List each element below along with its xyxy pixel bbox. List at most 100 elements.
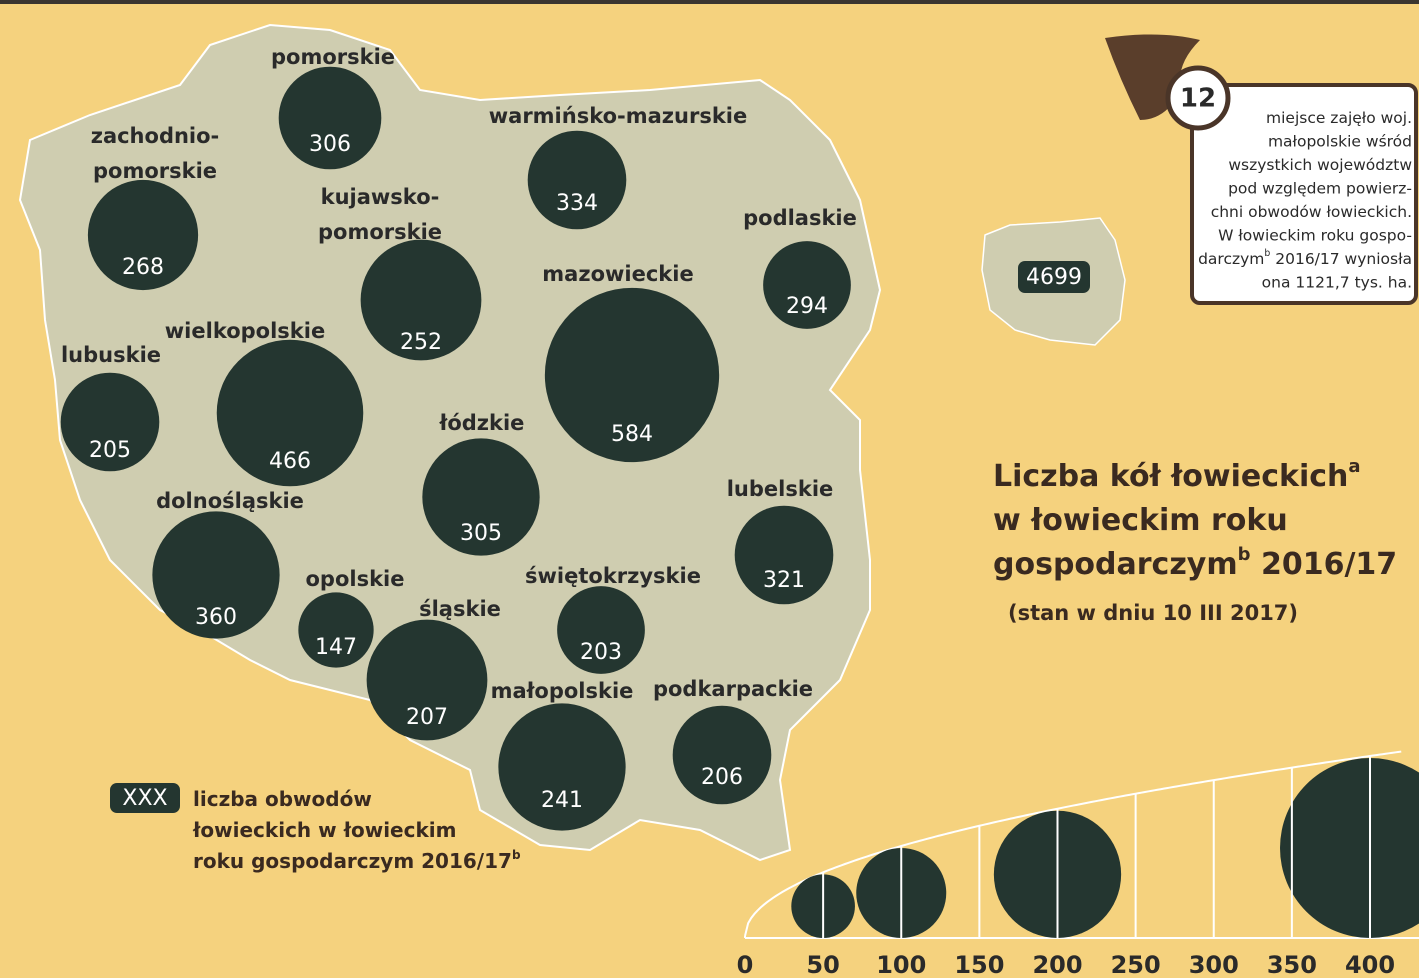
region-circle <box>366 619 488 741</box>
info-line: wszystkich województw <box>1228 156 1412 174</box>
region-value: 268 <box>122 255 164 280</box>
scale-circle <box>1280 758 1419 938</box>
region-circle <box>152 511 280 639</box>
region-name: podlaskie <box>743 206 857 230</box>
title-line-text: Liczba kół łowieckich <box>993 459 1348 494</box>
info-line: darczymb 2016/17 wyniosła <box>1198 248 1412 268</box>
title-line: gospodarczymb 2016/17 <box>993 544 1397 582</box>
info-line: chni obwodów łowieckich. <box>1211 203 1412 221</box>
region-name: pomorskie <box>271 45 395 69</box>
info-line-text: darczym <box>1198 250 1264 268</box>
info-line-text: małopolskie wśród <box>1268 132 1412 150</box>
subtitle: (stan w dniu 10 III 2017) <box>1008 601 1298 625</box>
poland-map <box>18 23 882 862</box>
info-line-after: 2016/17 wyniosła <box>1270 250 1412 268</box>
region-name: pomorskie <box>318 220 442 244</box>
region-name: świętokrzyskie <box>525 564 701 588</box>
horn-icon <box>1105 34 1200 120</box>
scale-tick-label: 400 <box>1345 951 1395 978</box>
region-value: 252 <box>400 330 442 355</box>
title-line-text: w łowieckim roku <box>993 503 1288 538</box>
region-circle <box>278 66 382 170</box>
region-value: 207 <box>406 705 448 730</box>
region-value: 321 <box>763 568 805 593</box>
scale-tick-label: 50 <box>806 951 839 978</box>
region-name: lubelskie <box>727 477 834 501</box>
region-value: 334 <box>556 191 598 216</box>
rank-circle <box>1165 65 1231 131</box>
region-circle <box>360 239 482 361</box>
legend-line: łowieckich w łowieckim <box>192 818 456 842</box>
legend-line: liczba obwodów <box>193 787 372 811</box>
region-value: 306 <box>309 132 351 157</box>
region-circle <box>763 241 851 329</box>
info-line-text: wszystkich województw <box>1228 156 1412 174</box>
title-line-text: gospodarczym <box>993 547 1238 582</box>
legend-sample-badge <box>110 783 180 813</box>
region-name: warmińsko-mazurskie <box>489 104 748 128</box>
region-value: 305 <box>460 521 502 546</box>
scale-tick-label: 250 <box>1111 951 1161 978</box>
region-circle <box>498 703 626 831</box>
region-name: łódzkie <box>439 411 525 435</box>
title-line: w łowieckim roku <box>993 503 1288 538</box>
scale-tick-label: 350 <box>1267 951 1317 978</box>
legend-line-text: liczba obwodów <box>193 787 372 811</box>
region-name: kujawsko- <box>321 185 440 209</box>
scale-curve <box>744 750 1402 937</box>
region-name: pomorskie <box>93 159 217 183</box>
info-line-sup: b <box>1264 248 1270 259</box>
info-line: małopolskie wśród <box>1268 132 1412 150</box>
title-line: Liczba kół łowieckicha <box>993 456 1361 494</box>
info-line-text: chni obwodów łowieckich. <box>1211 203 1412 221</box>
legend-line: roku gospodarczym 2016/17b <box>193 848 521 873</box>
title-line-sup: b <box>1238 544 1251 565</box>
info-line: pod względem powierz- <box>1228 179 1412 197</box>
region-value: 203 <box>580 640 622 665</box>
region-circle <box>544 287 720 463</box>
info-line: miejsce zajęło woj. <box>1266 109 1412 127</box>
region-name: podkarpackie <box>653 677 813 701</box>
region-circle <box>557 586 645 674</box>
region-value: 241 <box>541 788 583 813</box>
top-rule <box>0 0 1419 4</box>
region-value: 584 <box>611 422 653 447</box>
legend-sample: XXX <box>122 786 167 811</box>
region-value: 147 <box>315 635 357 660</box>
region-value: 360 <box>195 605 237 630</box>
info-box <box>1190 83 1418 305</box>
scale-tick-label: 100 <box>876 951 926 978</box>
legend-line-sup: b <box>512 848 521 862</box>
region-circle <box>734 505 834 605</box>
region-name: lubuskie <box>61 343 161 367</box>
scale-tick-label: 200 <box>1032 951 1082 978</box>
info-line-text: miejsce zajęło woj. <box>1266 109 1412 127</box>
region-circle <box>216 339 364 487</box>
region-circle <box>87 179 199 291</box>
legend-line-text: roku gospodarczym 2016/17 <box>193 849 512 873</box>
region-name: opolskie <box>306 567 405 591</box>
scale-tick-label: 150 <box>954 951 1004 978</box>
region-circle <box>298 592 374 668</box>
region-circle <box>60 372 160 472</box>
region-name: śląskie <box>419 597 501 621</box>
total-badge <box>1018 261 1090 293</box>
region-value: 205 <box>89 438 131 463</box>
info-line-text: W łowieckim roku gospo- <box>1218 226 1412 244</box>
total-value: 4699 <box>1026 265 1082 290</box>
scale-tick-label: 300 <box>1189 951 1239 978</box>
region-value: 466 <box>269 449 311 474</box>
title-line-sup: a <box>1348 456 1360 477</box>
region-name: wielkopolskie <box>165 319 325 343</box>
rank: 12 <box>1180 84 1216 114</box>
info-line-text: pod względem powierz- <box>1228 179 1412 197</box>
legend-line-text: łowieckich w łowieckim <box>192 818 456 842</box>
region-circle <box>527 130 627 230</box>
info-line: W łowieckim roku gospo- <box>1218 226 1412 244</box>
title-line-after: 2016/17 <box>1251 547 1398 582</box>
region-name: zachodnio- <box>91 124 220 148</box>
region-name: dolnośląskie <box>156 489 304 513</box>
scale-tick-label: 0 <box>737 951 754 978</box>
info-line-text: ona 1121,7 tys. ha. <box>1262 273 1412 291</box>
